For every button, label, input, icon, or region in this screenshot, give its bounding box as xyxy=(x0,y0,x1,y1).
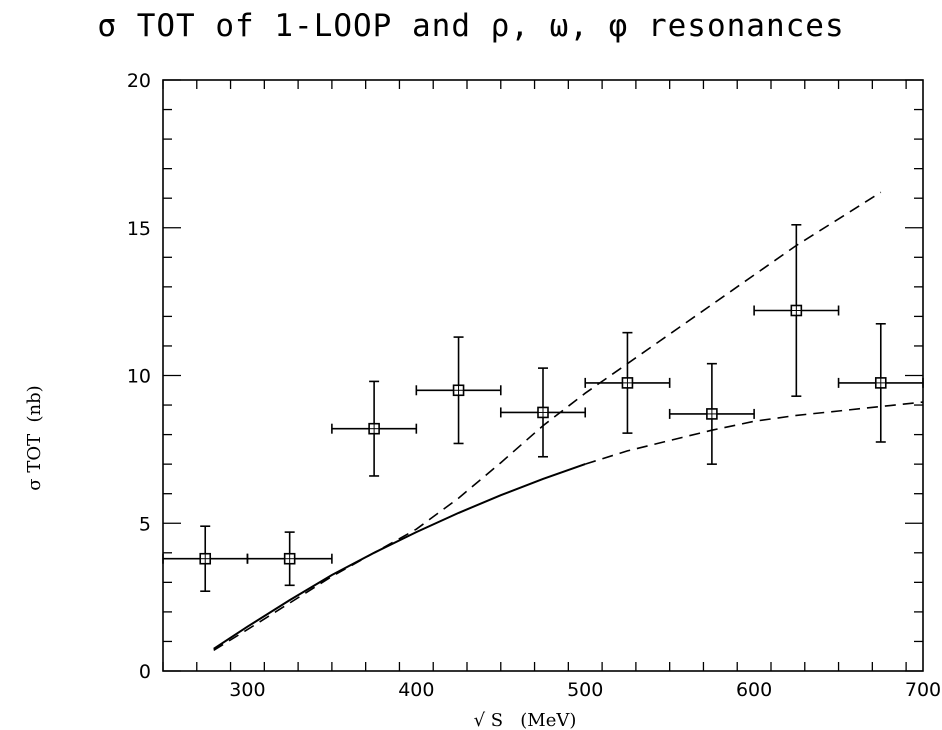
axis-ticks xyxy=(162,79,923,672)
tick-labels: 300 400 500 600 700 0 5 10 15 20 xyxy=(127,70,941,701)
y-axis-title: σ TOT (nb) xyxy=(24,385,45,490)
data-points xyxy=(162,223,924,593)
y-tick-label: 0 xyxy=(139,661,151,683)
chart-title: σ TOT of 1-LOOP and ρ, ω, φ resonances xyxy=(97,8,845,44)
solid-curve xyxy=(213,463,586,650)
y-tick-label: 20 xyxy=(127,70,151,92)
y-tick-label: 10 xyxy=(127,366,151,388)
x-tick-label: 700 xyxy=(905,679,941,701)
dashed-curve-3 xyxy=(584,401,924,465)
x-axis-title: √ S (MeV) xyxy=(474,710,577,730)
x-tick-label: 500 xyxy=(567,679,603,701)
dashed-curve-2 xyxy=(213,191,882,651)
y-tick-label: 15 xyxy=(127,218,151,240)
x-tick-label: 300 xyxy=(229,679,265,701)
y-tick-label: 5 xyxy=(139,513,151,535)
x-tick-label: 400 xyxy=(398,679,434,701)
model-curves xyxy=(213,191,924,651)
x-tick-label: 600 xyxy=(736,679,772,701)
